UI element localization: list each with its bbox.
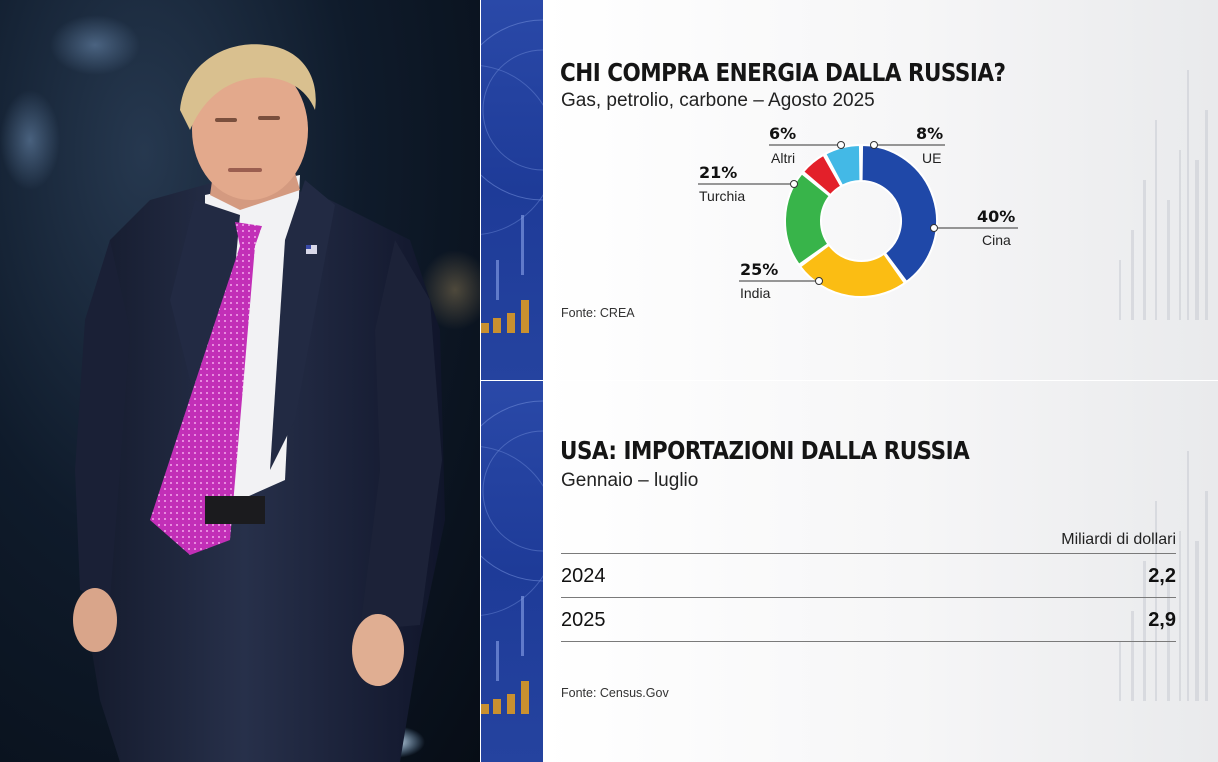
table-subtitle: Gennaio – luglio (561, 470, 699, 491)
table-source: Fonte: Census.Gov (561, 686, 669, 700)
label-altri: 6% Altri (769, 124, 845, 166)
pct-label-turchia: 21% (699, 163, 737, 182)
donut-slice-india (798, 243, 907, 298)
pct-label-altri: 6% (769, 124, 796, 143)
series-label-turchia: Turchia (699, 188, 745, 204)
portrait-illustration (0, 15, 480, 762)
donut-slice-altri (801, 153, 843, 197)
series-label-ue: UE (922, 150, 941, 166)
table-divider (561, 553, 1176, 554)
label-cina: 40% Cina (930, 207, 1018, 248)
donut-slice-cina (860, 143, 938, 284)
chart-subtitle: Gas, petrolio, carbone – Agosto 2025 (561, 90, 875, 111)
donut-chart: 40% Cina 25% India 21% Turchia 6% Altri … (698, 124, 1018, 301)
donut-slice-ue (823, 143, 862, 188)
chart-source: Fonte: CREA (561, 306, 635, 320)
table-unit-header: Miliardi di dollari (1061, 531, 1176, 548)
label-turchia: 21% Turchia (698, 163, 798, 204)
series-label-india: India (740, 285, 771, 301)
decorative-strip-top (481, 0, 543, 380)
decorative-strip-bottom (481, 381, 543, 762)
label-ue: 8% UE (870, 124, 945, 166)
label-india: 25% India (739, 260, 823, 301)
donut-slice-turchia (784, 171, 832, 267)
usa-imports-panel: USA: IMPORTAZIONI DALLA RUSSIA Gennaio –… (543, 381, 1218, 762)
pct-label-india: 25% (740, 260, 778, 279)
table-row-value-2024: 2,2 (1148, 565, 1176, 587)
background-bars-decoration (1119, 70, 1208, 320)
chart-title: CHI COMPRA ENERGIA DALLA RUSSIA? (560, 58, 1006, 87)
table-row-year-2024: 2024 (561, 565, 606, 587)
portrait-photo (0, 0, 480, 762)
pct-label-cina: 40% (977, 207, 1015, 226)
table-divider (561, 641, 1176, 642)
table-divider (561, 597, 1176, 598)
table-row-value-2025: 2,9 (1148, 609, 1176, 631)
series-label-altri: Altri (771, 150, 795, 166)
pct-label-ue: 8% (916, 124, 943, 143)
table-row-year-2025: 2025 (561, 609, 606, 631)
table-title: USA: IMPORTAZIONI DALLA RUSSIA (560, 436, 970, 465)
series-label-cina: Cina (982, 232, 1011, 248)
energy-buyers-panel: CHI COMPRA ENERGIA DALLA RUSSIA? Gas, pe… (543, 0, 1218, 380)
